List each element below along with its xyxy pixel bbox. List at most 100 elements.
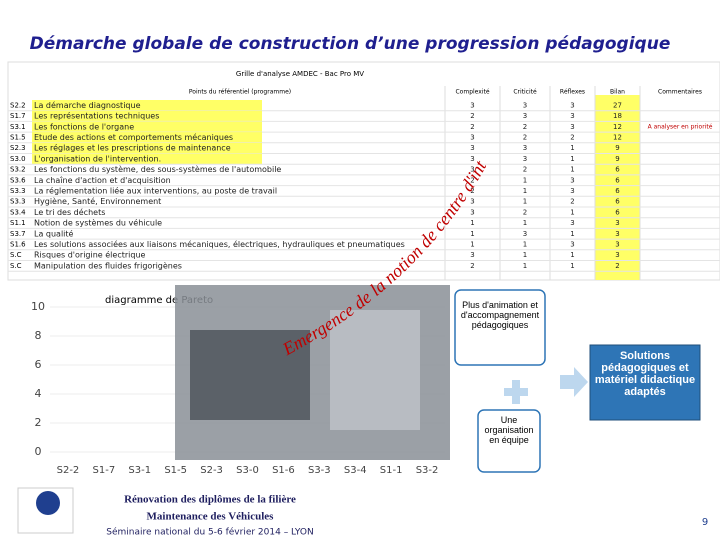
row-value: 3 bbox=[615, 230, 619, 238]
row-text: Les représentations techniques bbox=[34, 111, 159, 121]
row-highlight bbox=[32, 142, 262, 154]
row-value: 2 bbox=[523, 123, 527, 131]
y-tick-label: 8 bbox=[35, 329, 42, 342]
column-header: Complexité bbox=[455, 89, 489, 96]
x-tick-label: S3-3 bbox=[308, 465, 331, 476]
footer-line: Maintenance des Véhicules bbox=[147, 511, 275, 523]
row-code: S1.7 bbox=[10, 112, 26, 120]
row-text: Hygiène, Santé, Environnement bbox=[34, 196, 161, 206]
row-code: S3.2 bbox=[10, 166, 26, 174]
column-header: Criticité bbox=[513, 89, 537, 96]
row-text: Les réglages et les prescriptions de mai… bbox=[34, 143, 231, 153]
row-text: L'organisation de l'intervention. bbox=[34, 154, 161, 163]
row-value: 1 bbox=[570, 251, 574, 259]
row-value: 3 bbox=[615, 219, 619, 227]
x-tick-label: S2-2 bbox=[57, 465, 80, 476]
row-code: S1.1 bbox=[10, 219, 26, 227]
x-tick-label: S1-6 bbox=[272, 465, 295, 476]
row-value: 6 bbox=[615, 187, 620, 195]
row-code: S2.2 bbox=[10, 101, 26, 109]
row-value: 2 bbox=[470, 112, 474, 120]
row-value: 2 bbox=[523, 133, 527, 141]
row-text: La chaîne d'action et d'acquisition bbox=[34, 176, 171, 185]
row-code: S3.6 bbox=[10, 176, 26, 184]
row-code: S3.1 bbox=[10, 123, 26, 131]
row-value: 3 bbox=[523, 144, 527, 152]
x-tick-label: S1-1 bbox=[380, 465, 403, 476]
row-highlight bbox=[32, 110, 262, 122]
row-value: 6 bbox=[615, 208, 620, 216]
row-value: 18 bbox=[613, 112, 622, 120]
row-value: 3 bbox=[570, 187, 574, 195]
row-value: 12 bbox=[613, 123, 622, 131]
row-value: 2 bbox=[615, 262, 619, 270]
row-value: 1 bbox=[570, 144, 574, 152]
row-highlight bbox=[32, 153, 262, 165]
row-value: 1 bbox=[470, 240, 474, 248]
logo-mark bbox=[36, 491, 60, 515]
y-tick-label: 2 bbox=[35, 416, 42, 429]
row-text: Les fonctions du système, des sous-systè… bbox=[34, 164, 281, 174]
row-value: 3 bbox=[470, 198, 474, 206]
row-text: Les solutions associées aux liaisons méc… bbox=[34, 239, 405, 249]
y-tick-label: 6 bbox=[35, 358, 42, 371]
row-value: 3 bbox=[615, 251, 619, 259]
row-value: 1 bbox=[570, 262, 574, 270]
row-value: 1 bbox=[523, 251, 527, 259]
row-value: 3 bbox=[570, 219, 574, 227]
row-value: 2 bbox=[470, 262, 474, 270]
slide-title: Démarche globale de construction d’une p… bbox=[30, 34, 671, 54]
row-value: 1 bbox=[523, 198, 527, 206]
row-value: 1 bbox=[570, 208, 574, 216]
row-value: 3 bbox=[523, 230, 527, 238]
row-highlight bbox=[32, 100, 262, 111]
row-value: 2 bbox=[470, 123, 474, 131]
organisation-text: Une organisation en équipe bbox=[484, 415, 534, 445]
bilan-highlight bbox=[595, 95, 640, 280]
footer-line: Rénovation des diplômes de la filière bbox=[124, 494, 296, 506]
row-code: S3.7 bbox=[10, 230, 26, 238]
row-value: 6 bbox=[615, 198, 620, 206]
y-tick-label: 4 bbox=[35, 387, 42, 400]
row-code: S2.3 bbox=[10, 144, 26, 152]
page-number: 9 bbox=[702, 517, 708, 528]
row-value: 3 bbox=[470, 208, 474, 216]
row-highlight bbox=[32, 121, 262, 133]
box bbox=[477, 409, 541, 473]
table: Points du référentiel (programme) Complex… bbox=[8, 86, 720, 280]
row-value: 1 bbox=[523, 176, 527, 184]
row-code: S1.5 bbox=[10, 133, 26, 141]
row-value: 3 bbox=[470, 101, 474, 109]
row-comment: A analyser en priorité bbox=[648, 123, 713, 130]
column-header: Points du référentiel (programme) bbox=[189, 89, 291, 96]
row-text: Les fonctions de l'organe bbox=[34, 122, 134, 131]
row-text: La qualité bbox=[34, 228, 74, 238]
row-value: 3 bbox=[570, 101, 574, 109]
row-code: S.C bbox=[10, 262, 22, 270]
row-value: 3 bbox=[523, 112, 527, 120]
footer-seminar: Séminaire national du 5-6 février 2014 –… bbox=[106, 527, 313, 538]
x-tick-label: S1-7 bbox=[93, 465, 116, 476]
x-tick-label: S3-0 bbox=[236, 465, 259, 476]
photo-detail bbox=[330, 310, 420, 430]
x-tick-label: S1-5 bbox=[164, 465, 187, 476]
row-value: 3 bbox=[570, 176, 574, 184]
grid-title: Grille d'analyse AMDEC - Bac Pro MV bbox=[236, 70, 364, 78]
row-value: 2 bbox=[523, 166, 527, 174]
x-tick-label: S3-1 bbox=[128, 465, 151, 476]
row-value: 2 bbox=[523, 208, 527, 216]
row-value: 3 bbox=[570, 240, 574, 248]
y-tick-label: 10 bbox=[31, 300, 45, 313]
row-value: 6 bbox=[615, 166, 620, 174]
column-header: Réflexes bbox=[560, 89, 585, 96]
chart-title: diagramme de Pareto bbox=[105, 295, 213, 306]
row-value: 1 bbox=[523, 240, 527, 248]
row-code: S.C bbox=[10, 251, 22, 259]
row-value: 2 bbox=[570, 198, 574, 206]
row-value: 3 bbox=[470, 251, 474, 259]
row-value: 1 bbox=[470, 219, 474, 227]
row-value: 3 bbox=[470, 144, 474, 152]
row-value: 3 bbox=[570, 112, 574, 120]
photo-detail bbox=[190, 330, 310, 420]
